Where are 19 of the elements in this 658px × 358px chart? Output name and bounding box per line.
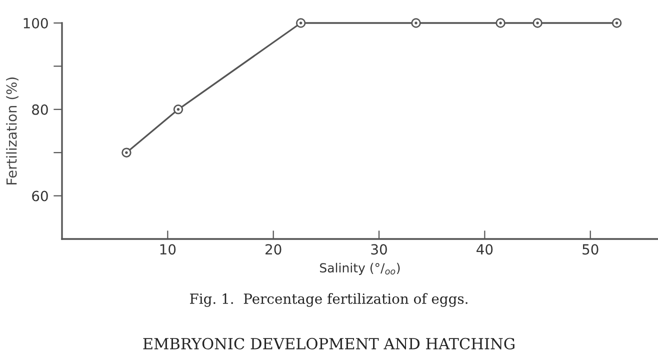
caption: Fig. 1. Percentage fertilization of eggs. (190, 293, 468, 307)
x-tick-label: 40 (476, 244, 493, 255)
point (122, 148, 132, 158)
y-tick-label: 100 (24, 18, 48, 28)
y-tick-label: 60 (32, 190, 48, 202)
point (496, 18, 506, 28)
x-tick-label: 20 (266, 244, 282, 255)
point (296, 18, 306, 28)
x-tick-label: 30 (371, 244, 387, 255)
point (532, 18, 542, 28)
y-tick-label: 80 (32, 104, 48, 115)
y-axis-title: Fertilization (%) (6, 78, 18, 184)
x-axis-title: Salinity (°/$_{oo}$) (320, 262, 400, 275)
text: EMBRYONIC DEVELOPMENT AND HATCHING (143, 338, 514, 350)
point (411, 18, 421, 28)
point (612, 18, 622, 28)
x-tick-label: 10 (160, 244, 176, 255)
point (173, 104, 184, 114)
x-tick-label: 50 (582, 244, 598, 255)
